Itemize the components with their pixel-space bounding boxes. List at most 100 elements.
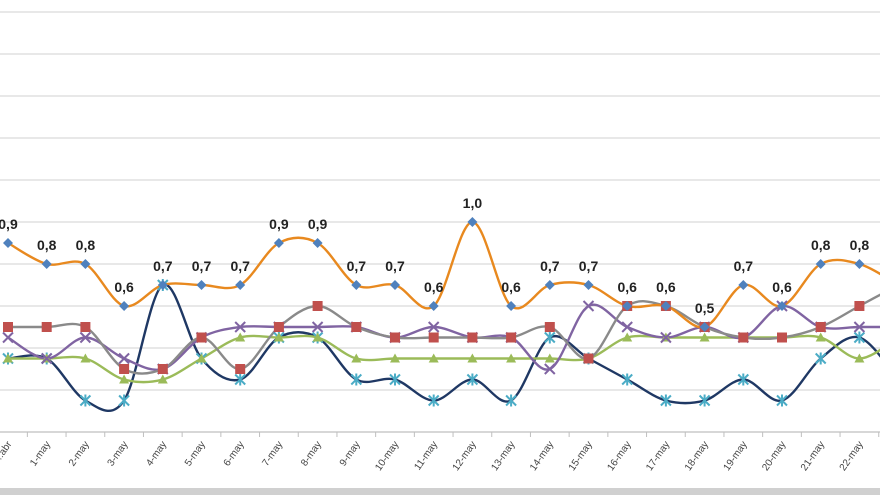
data-label-5-may: 0,7	[192, 258, 212, 274]
data-label-11-may: 0,6	[424, 279, 444, 295]
data-label-18-may: 0,5	[695, 300, 715, 316]
data-point-s1-5-may	[196, 280, 207, 290]
gridlines	[0, 11, 880, 391]
data-label-13-may: 0,6	[501, 279, 521, 295]
data-label-12-may: 1,0	[463, 195, 483, 211]
data-point-s2-5-may	[196, 332, 207, 343]
data-point-s5-18-may	[698, 394, 711, 407]
data-point-s4-14-may	[544, 353, 555, 363]
data-point-s2-10-may	[390, 332, 400, 343]
data-point-s3-16-may	[621, 321, 633, 333]
data-point-s5-3-may	[118, 394, 130, 407]
data-point-s4-13-may	[506, 353, 517, 363]
data-point-s4-5-may	[196, 353, 207, 363]
data-point-s3-2-may	[79, 331, 92, 344]
bottom-border	[0, 488, 880, 495]
data-point-s1-21-may	[815, 259, 826, 269]
data-point-s1-20-may	[777, 301, 787, 311]
data-point-s2-21-may	[815, 322, 826, 332]
data-point-s5-16-may	[621, 373, 633, 386]
data-point-s1-19-may	[738, 280, 749, 290]
data-point-s2-19-may	[738, 332, 749, 343]
data-point-s4-9-may	[351, 353, 362, 363]
data-point-s4-10-may	[390, 353, 400, 363]
data-point-s1-12-may	[467, 217, 478, 227]
data-label-21-may: 0,8	[811, 237, 831, 253]
data-label-22-may: 0,8	[850, 237, 870, 253]
data-label-20-may: 0,6	[772, 279, 792, 295]
data-label-17-may: 0,6	[656, 279, 676, 295]
data-point-s5-19-may	[737, 373, 750, 386]
data-point-s4-3-may	[119, 374, 130, 384]
data-point-s5-14-may	[544, 331, 556, 344]
data-point-s4-8-may	[312, 332, 323, 342]
data-label-16-may: 0,6	[617, 279, 637, 295]
data-point-s4-2-may	[80, 353, 91, 363]
data-point-s1-4-may	[157, 280, 168, 290]
data-point-s5-2-may	[79, 394, 92, 407]
x-axis	[0, 431, 880, 437]
data-labels: 0,9 0,8 0,8 0,6 0,7 0,7 0,7 0,9 0,9 0,7 0,7 0,6 1,0 0…	[0, 195, 870, 316]
data-point-s4-30-abr	[3, 353, 13, 363]
data-point-s5-17-may	[660, 394, 672, 407]
data-point-s4-7-may	[273, 332, 284, 342]
data-label-15-may: 0,7	[579, 258, 599, 274]
data-point-s1-8-may	[312, 238, 323, 248]
data-point-s1-6-may	[235, 280, 246, 290]
data-point-s2-15-may	[583, 353, 594, 364]
data-point-s2-2-may	[80, 322, 91, 332]
data-point-s4-21-may	[815, 332, 826, 342]
data-point-s4-11-may	[428, 353, 439, 363]
data-point-s4-18-may	[699, 332, 710, 342]
data-point-s5-22-may	[853, 331, 866, 344]
data-point-s5-10-may	[389, 373, 401, 386]
data-point-s5-13-may	[505, 394, 517, 407]
data-label-10-may: 0,7	[385, 258, 405, 274]
data-point-s2-8-may	[312, 301, 323, 311]
data-label-9-may: 0,7	[347, 258, 367, 274]
data-label-6-may: 0,7	[230, 258, 250, 274]
data-point-s5-6-may	[234, 373, 246, 386]
data-point-s4-6-may	[235, 332, 246, 342]
data-point-s4-4-may	[157, 374, 168, 384]
data-point-s4-22-may	[854, 353, 865, 363]
data-point-s2-1-may	[41, 322, 52, 332]
data-label-1-may: 0,8	[37, 237, 57, 253]
data-point-s3-6-may	[234, 321, 246, 333]
data-point-s2-12-may	[467, 332, 478, 343]
data-point-s3-17-may	[660, 331, 672, 344]
data-point-s1-11-may	[428, 301, 439, 311]
data-point-s3-15-may	[582, 300, 595, 312]
data-point-s1-3-may	[119, 301, 130, 311]
data-point-s2-7-may	[273, 322, 284, 332]
data-label-30-abr: 0,9	[0, 216, 18, 232]
data-point-s2-9-may	[351, 322, 362, 332]
data-point-s2-13-may	[506, 332, 517, 343]
data-point-s3-22-may	[853, 321, 866, 333]
data-point-s1-16-may	[622, 301, 633, 311]
data-point-s2-3-may	[119, 364, 130, 374]
data-point-s1-10-may	[390, 280, 400, 290]
data-point-s4-12-may	[467, 353, 478, 363]
data-label-8-may: 0,9	[308, 216, 328, 232]
data-point-s3-11-may	[427, 321, 440, 333]
data-point-s3-8-may	[311, 321, 324, 333]
data-point-s1-7-may	[273, 238, 284, 248]
data-point-s2-4-may	[157, 364, 168, 374]
data-point-s1-14-may	[544, 280, 555, 290]
data-label-14-may: 0,7	[540, 258, 560, 274]
data-point-s5-20-may	[776, 394, 788, 407]
data-label-7-may: 0,9	[269, 216, 289, 232]
data-label-4-may: 0,7	[153, 258, 173, 274]
data-point-s1-30-abr	[3, 238, 13, 248]
data-point-s1-9-may	[351, 280, 362, 290]
data-point-s3-3-may	[118, 352, 130, 365]
data-point-s1-2-may	[80, 259, 91, 269]
data-point-s2-14-may	[544, 322, 555, 332]
data-point-s5-12-may	[466, 373, 479, 386]
data-point-s1-13-may	[506, 301, 517, 311]
data-point-s3-30-abr	[2, 331, 14, 344]
data-point-s5-21-may	[814, 352, 827, 365]
